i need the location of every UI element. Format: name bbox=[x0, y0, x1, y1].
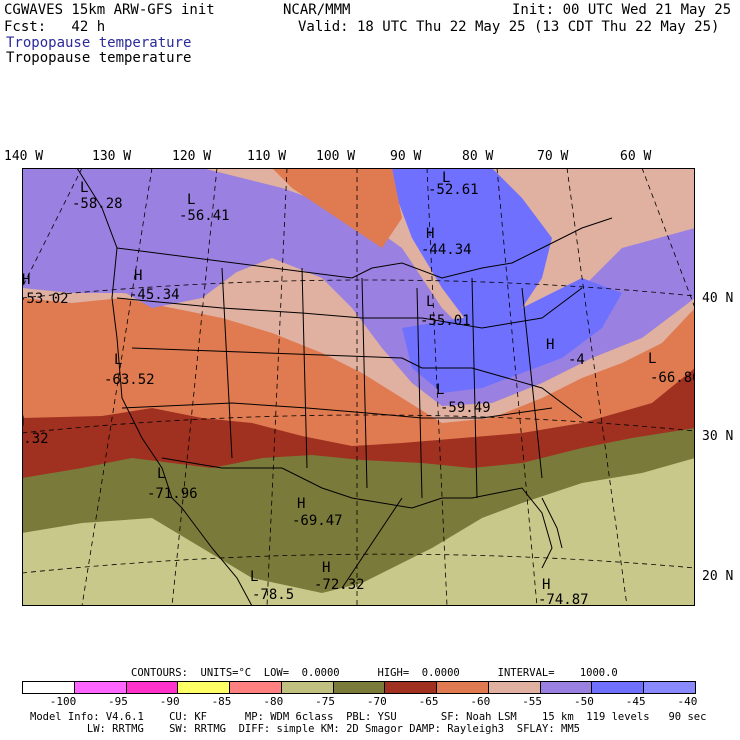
legend-tick-label: -90 bbox=[159, 695, 180, 708]
legend-swatch bbox=[73, 681, 127, 694]
extremum-value: -78.5 bbox=[252, 587, 294, 603]
extremum-marker: H bbox=[297, 496, 305, 512]
lon-label: 70 W bbox=[537, 149, 569, 164]
extremum-value: -44.34 bbox=[421, 242, 472, 258]
extremum-marker: H bbox=[22, 414, 24, 430]
legend-swatch bbox=[643, 681, 696, 694]
extremum-marker: L bbox=[436, 382, 444, 398]
field-title-contour: Tropopause temperature bbox=[6, 50, 192, 66]
band-blue-south bbox=[402, 278, 622, 393]
model-info: Model Info: V4.6.1 CU: KF MP: WDM 6class… bbox=[30, 711, 707, 723]
extremum-marker: H bbox=[546, 337, 554, 353]
legend-swatch bbox=[229, 681, 282, 694]
extremum-marker: H bbox=[22, 272, 30, 288]
lon-label: 120 W bbox=[172, 149, 212, 164]
extremum-marker: L bbox=[648, 351, 656, 367]
extremum-value: -69.47 bbox=[292, 513, 343, 529]
legend-tick-label: -95 bbox=[108, 695, 128, 708]
legend-tick-label: -55 bbox=[522, 695, 543, 708]
extremum-marker: H bbox=[322, 560, 330, 576]
extremum-marker: L bbox=[426, 294, 434, 310]
graticule bbox=[22, 168, 695, 606]
extrema-labels: L -58.28 L -56.41 L -52.61 H -44.34 H -5… bbox=[22, 170, 695, 606]
extremum-marker: H bbox=[542, 577, 550, 593]
lon-label: 90 W bbox=[390, 149, 422, 164]
legend-swatch bbox=[384, 681, 438, 694]
legend-tick-label: -40 bbox=[677, 695, 698, 708]
extremum-value: -45.34 bbox=[129, 287, 180, 303]
extremum-value: -58.28 bbox=[72, 196, 123, 212]
field-title-colored: Tropopause temperature bbox=[6, 35, 192, 51]
extremum-marker: L bbox=[250, 569, 258, 585]
extremum-marker: L bbox=[442, 170, 450, 186]
legend-swatch bbox=[22, 681, 75, 694]
extremum-marker: L bbox=[187, 192, 195, 208]
legend-swatch bbox=[436, 681, 489, 694]
model-physics: LW: RRTMG SW: RRTMG DIFF: simple KM: 2D … bbox=[30, 723, 580, 735]
lon-label: 140 W bbox=[4, 149, 44, 164]
legend-tick-label: -100 bbox=[49, 695, 77, 708]
legend-tick-label: -50 bbox=[573, 695, 594, 708]
legend-tick-label: -75 bbox=[315, 695, 335, 708]
lon-label: 80 W bbox=[462, 149, 494, 164]
forecast-hour: Fcst: 42 h bbox=[4, 19, 106, 35]
lon-label: 130 W bbox=[92, 149, 132, 164]
model-title: CGWAVES 15km ARW-GFS init bbox=[4, 2, 215, 18]
legend-swatch bbox=[539, 681, 593, 694]
lon-label: 100 W bbox=[316, 149, 356, 164]
legend-swatch bbox=[280, 681, 334, 694]
band-blue bbox=[392, 168, 552, 333]
extremum-value: -63.52 bbox=[104, 372, 155, 388]
lat-label: 30 N bbox=[702, 429, 734, 444]
contours-info: CONTOURS: UNITS=°C LOW= 0.0000 HIGH= 0.0… bbox=[131, 667, 618, 679]
extremum-value: -4 bbox=[568, 352, 585, 368]
extremum-marker: H bbox=[426, 226, 434, 242]
extremum-marker: L bbox=[157, 466, 165, 482]
boundaries bbox=[76, 168, 613, 606]
extremum-value: -71.96 bbox=[147, 486, 198, 502]
legend-tick-label: -80 bbox=[263, 695, 284, 708]
legend-swatch bbox=[332, 681, 386, 694]
extremum-value: -59.49 bbox=[440, 400, 491, 416]
extremum-marker: L bbox=[80, 180, 88, 196]
lon-label: 110 W bbox=[247, 149, 287, 164]
legend-swatch bbox=[487, 681, 541, 694]
color-legend bbox=[22, 681, 696, 694]
extremum-value: -52.61 bbox=[428, 182, 479, 198]
extremum-value: -72.32 bbox=[314, 577, 365, 593]
extremum-value: -56.41 bbox=[179, 208, 230, 224]
legend-tick-label: -45 bbox=[625, 695, 646, 708]
extremum-marker: H bbox=[134, 268, 142, 284]
legend-tick-label: -60 bbox=[470, 695, 491, 708]
legend-swatch bbox=[177, 681, 231, 694]
extremum-value: -55.01 bbox=[420, 313, 471, 329]
organization: NCAR/MMM bbox=[283, 2, 351, 18]
legend-swatch bbox=[591, 681, 645, 694]
legend-swatch bbox=[125, 681, 179, 694]
extremum-value: -66.86 bbox=[650, 370, 695, 386]
lat-label: 20 N bbox=[702, 569, 734, 584]
legend-tick-label: -70 bbox=[366, 695, 387, 708]
lat-label: 40 N bbox=[702, 291, 734, 306]
extremum-value: -53.02 bbox=[22, 291, 69, 307]
band-orange-north bbox=[272, 168, 402, 248]
tropopause-temperature-map: L -58.28 L -56.41 L -52.61 H -44.34 H -5… bbox=[22, 168, 695, 606]
valid-time: Valid: 18 UTC Thu 22 May 25 (13 CDT Thu … bbox=[298, 19, 720, 35]
init-time: Init: 00 UTC Wed 21 May 25 bbox=[512, 2, 732, 18]
extremum-value: -61.32 bbox=[22, 431, 49, 447]
extremum-marker: L bbox=[114, 352, 122, 368]
lon-label: 60 W bbox=[620, 149, 652, 164]
legend-tick-label: -65 bbox=[418, 695, 439, 708]
band-lavender-nw bbox=[112, 228, 242, 308]
extremum-value: -74.87 bbox=[538, 592, 589, 606]
legend-tick-label: -85 bbox=[211, 695, 232, 708]
